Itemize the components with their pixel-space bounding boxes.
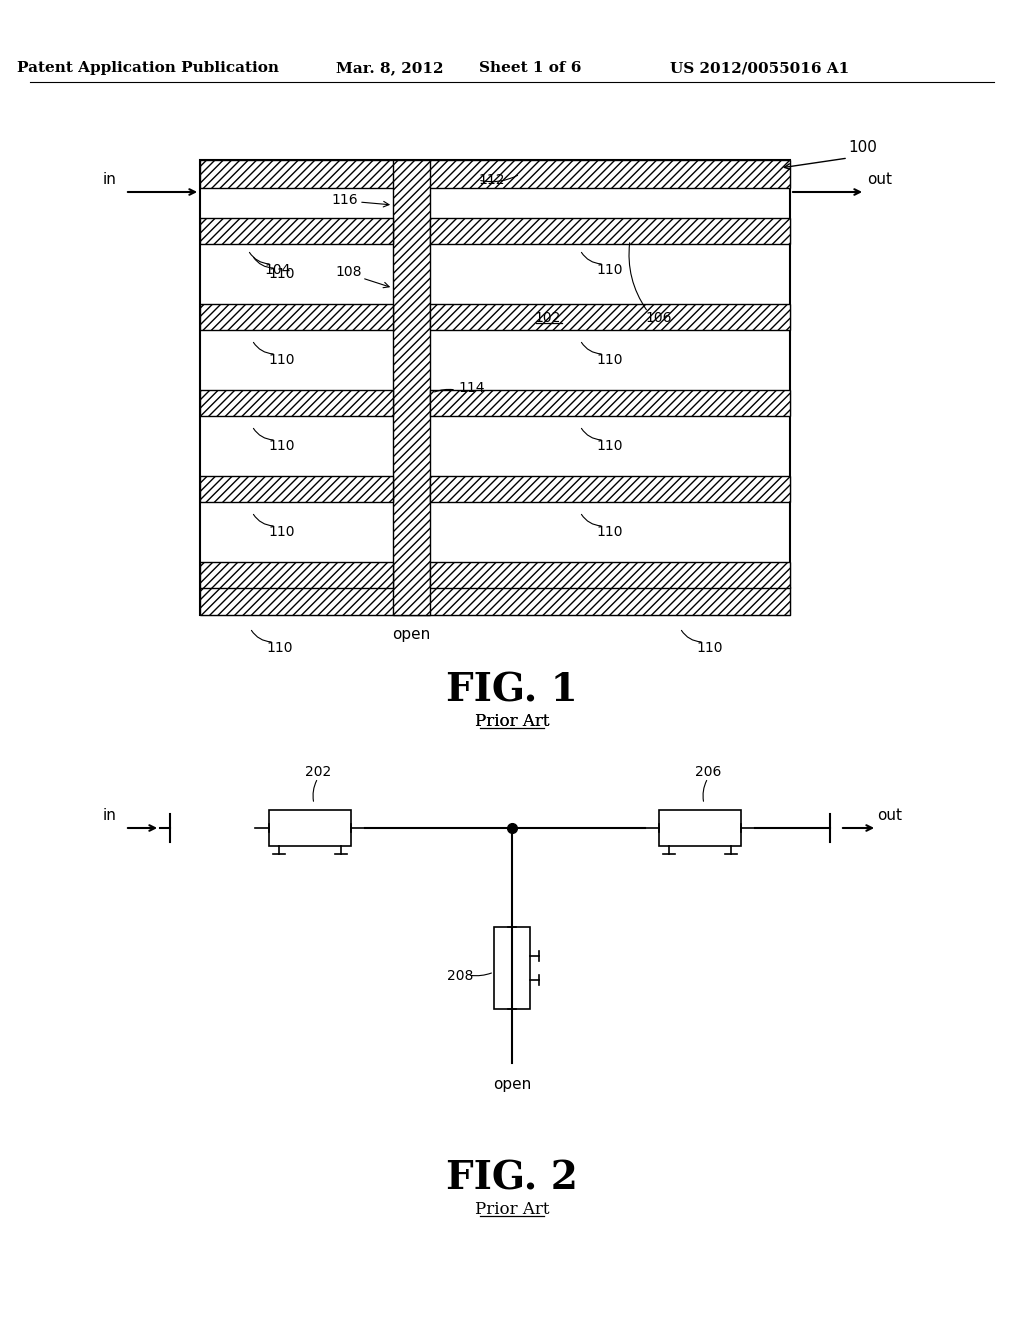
Text: 110: 110: [268, 267, 295, 281]
Text: 110: 110: [597, 525, 624, 539]
Text: US 2012/0055016 A1: US 2012/0055016 A1: [671, 61, 850, 75]
Text: 208: 208: [446, 969, 473, 983]
Bar: [430, 562, 790, 587]
Bar: [200, 477, 393, 502]
Bar: [430, 218, 790, 244]
Text: Patent Application Publication: Patent Application Publication: [17, 61, 279, 75]
Text: 116: 116: [332, 193, 358, 207]
Bar: [659, 810, 741, 846]
Bar: [200, 160, 790, 187]
Text: 106: 106: [645, 312, 672, 325]
Text: Prior Art: Prior Art: [475, 714, 549, 730]
Bar: [200, 218, 393, 244]
Text: out: out: [878, 808, 902, 822]
Text: open: open: [392, 627, 431, 643]
Text: Prior Art: Prior Art: [475, 714, 549, 730]
Bar: [494, 927, 530, 1008]
Text: 110: 110: [268, 440, 295, 453]
Text: in: in: [103, 808, 117, 822]
Bar: [200, 160, 790, 615]
Bar: [430, 389, 790, 416]
Text: in: in: [103, 172, 117, 186]
Text: open: open: [493, 1077, 531, 1093]
Bar: [200, 587, 790, 615]
Text: Prior Art: Prior Art: [475, 1201, 549, 1218]
Bar: [393, 160, 430, 615]
Text: out: out: [867, 172, 893, 186]
Text: FIG. 1: FIG. 1: [446, 671, 578, 709]
Text: 110: 110: [597, 352, 624, 367]
Text: 202: 202: [305, 766, 331, 779]
Text: 112: 112: [478, 173, 505, 187]
Text: 110: 110: [597, 263, 624, 277]
Text: 102: 102: [535, 312, 561, 325]
Text: 110: 110: [266, 642, 293, 655]
Text: 110: 110: [696, 642, 723, 655]
Bar: [200, 562, 393, 587]
Text: 110: 110: [268, 352, 295, 367]
Text: 104: 104: [265, 263, 291, 277]
Text: 110: 110: [597, 440, 624, 453]
Text: Mar. 8, 2012: Mar. 8, 2012: [336, 61, 443, 75]
Bar: [430, 477, 790, 502]
Text: FIG. 2: FIG. 2: [446, 1159, 578, 1197]
Bar: [200, 304, 393, 330]
Text: 114: 114: [458, 381, 484, 395]
Text: 206: 206: [695, 766, 721, 779]
Bar: [200, 389, 393, 416]
Bar: [430, 304, 790, 330]
Text: 110: 110: [268, 525, 295, 539]
Text: 100: 100: [848, 140, 877, 156]
Bar: [269, 810, 351, 846]
Text: Sheet 1 of 6: Sheet 1 of 6: [479, 61, 582, 75]
Text: 108: 108: [336, 265, 362, 279]
